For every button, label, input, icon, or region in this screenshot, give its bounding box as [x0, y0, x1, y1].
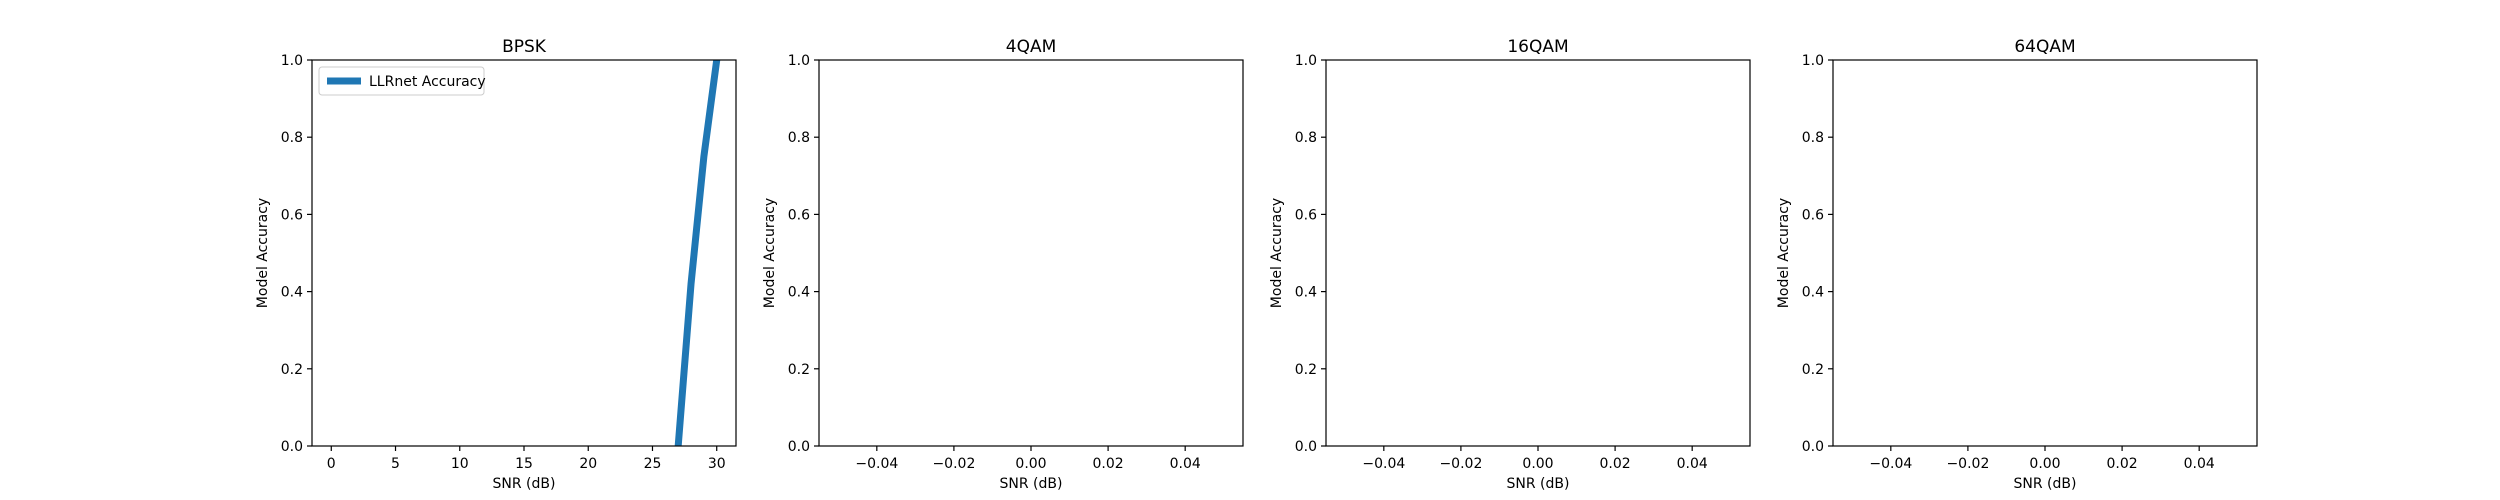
y-tick-label-64qam: 0.6	[1802, 207, 1824, 223]
legend-bpsk: LLRnet Accuracy	[318, 66, 486, 96]
y-tick-label-16qam: 0.4	[1295, 285, 1317, 301]
x-axis-label-16qam: SNR (dB)	[1507, 476, 1570, 492]
y-tick-label-64qam: 0.4	[1802, 285, 1824, 301]
y-tick-label-bpsk: 0.2	[281, 362, 303, 378]
y-tick-label-16qam: 0.8	[1295, 130, 1317, 146]
subplot-64qam: −0.04 −0.02 0.00 0.02 0.04 0.0 0.2 0.4 0.6 0.8 1.0…	[1776, 37, 2258, 492]
y-axis-label-bpsk: Model Accuracy	[255, 198, 271, 308]
y-tick-label-bpsk: 0.0	[281, 439, 303, 455]
x-tick-label-bpsk: 10	[451, 456, 469, 472]
chart-title-16qam: 16QAM	[1507, 37, 1568, 57]
legend-box-bpsk	[318, 66, 485, 96]
subplot-bpsk: 0 5 10 15 20 25 30 0.0 0.2 0.4 0.6 0.8 1.0 BPSK SNR (d…	[255, 37, 737, 492]
chart-title-64qam: 64QAM	[2014, 37, 2075, 57]
y-tick-label-4qam: 0.6	[788, 207, 810, 223]
y-tick-label-4qam: 0.2	[788, 362, 810, 378]
subplot-4qam: −0.04 −0.02 0.00 0.02 0.04 0.0 0.2 0.4 0.6 0.8 1.0…	[762, 37, 1244, 492]
x-tick-label-4qam: 0.00	[1015, 456, 1046, 472]
y-tick-label-64qam: 0.2	[1802, 362, 1824, 378]
axes-frame-16qam	[1325, 59, 1751, 447]
y-tick-label-bpsk: 0.4	[281, 285, 303, 301]
y-tick-label-4qam: 0.8	[788, 130, 810, 146]
y-axis-label-4qam: Model Accuracy	[762, 198, 778, 308]
y-tick-label-bpsk: 0.8	[281, 130, 303, 146]
y-tick-label-4qam: 0.4	[788, 285, 810, 301]
subplot-16qam: −0.04 −0.02 0.00 0.02 0.04 0.0 0.2 0.4 0.6 0.8 1.0…	[1269, 37, 1751, 492]
chart-title-bpsk: BPSK	[502, 37, 547, 57]
y-tick-label-16qam: 0.0	[1295, 439, 1317, 455]
y-tick-label-4qam: 0.0	[788, 439, 810, 455]
x-tick-label-64qam: 0.02	[2107, 456, 2138, 472]
series-line-bpsk-0	[674, 60, 721, 446]
x-tick-label-16qam: 0.00	[1522, 456, 1553, 472]
axes-frame-64qam	[1832, 59, 2258, 447]
chart-title-4qam: 4QAM	[1006, 37, 1057, 57]
x-tick-label-64qam: 0.00	[2029, 456, 2060, 472]
x-tick-label-bpsk: 25	[644, 456, 662, 472]
y-tick-label-4qam: 1.0	[788, 53, 810, 69]
y-tick-label-16qam: 0.6	[1295, 207, 1317, 223]
x-tick-label-64qam: −0.04	[1869, 456, 1912, 472]
y-tick-label-64qam: 1.0	[1802, 53, 1824, 69]
legend-label-bpsk: LLRnet Accuracy	[369, 74, 486, 90]
x-tick-label-64qam: −0.02	[1946, 456, 1989, 472]
y-axis-label-16qam: Model Accuracy	[1269, 198, 1285, 308]
x-tick-label-16qam: 0.04	[1677, 456, 1708, 472]
x-tick-label-4qam: 0.02	[1093, 456, 1124, 472]
y-tick-label-16qam: 1.0	[1295, 53, 1317, 69]
x-tick-label-bpsk: 30	[708, 456, 726, 472]
x-tick-label-bpsk: 15	[515, 456, 533, 472]
x-tick-label-bpsk: 20	[579, 456, 597, 472]
axes-frame-4qam	[818, 59, 1244, 447]
y-tick-label-bpsk: 0.6	[281, 207, 303, 223]
axes-frame-bpsk	[311, 59, 737, 447]
x-tick-label-4qam: −0.02	[932, 456, 975, 472]
y-axis-label-64qam: Model Accuracy	[1776, 198, 1792, 308]
x-tick-label-4qam: −0.04	[855, 456, 898, 472]
x-tick-label-16qam: 0.02	[1600, 456, 1631, 472]
x-tick-label-bpsk: 5	[391, 456, 400, 472]
x-tick-label-64qam: 0.04	[2184, 456, 2215, 472]
x-tick-label-4qam: 0.04	[1170, 456, 1201, 472]
x-tick-label-16qam: −0.02	[1439, 456, 1482, 472]
y-tick-label-16qam: 0.2	[1295, 362, 1317, 378]
x-axis-label-64qam: SNR (dB)	[2014, 476, 2077, 492]
x-axis-label-4qam: SNR (dB)	[1000, 476, 1063, 492]
x-axis-label-bpsk: SNR (dB)	[493, 476, 556, 492]
y-tick-label-bpsk: 1.0	[281, 53, 303, 69]
x-tick-label-16qam: −0.04	[1362, 456, 1405, 472]
x-tick-label-bpsk: 0	[327, 456, 336, 472]
y-tick-label-64qam: 0.8	[1802, 130, 1824, 146]
y-tick-label-64qam: 0.0	[1802, 439, 1824, 455]
